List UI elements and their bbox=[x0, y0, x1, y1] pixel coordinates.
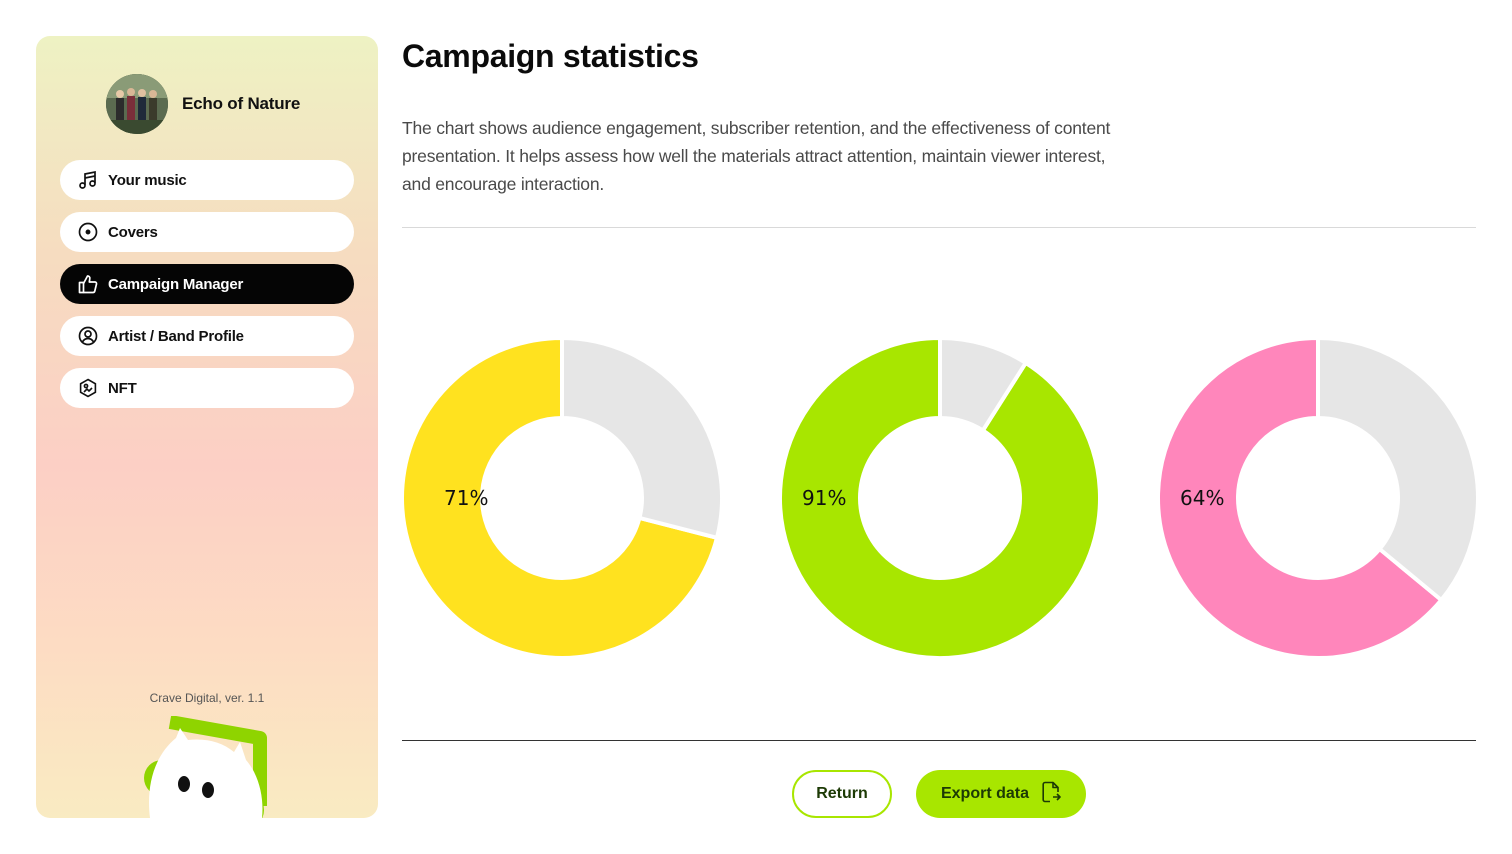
donut-svg: 91% bbox=[780, 338, 1100, 658]
sidebar-item-your-music[interactable]: Your music bbox=[60, 160, 354, 200]
sidebar-item-nft[interactable]: NFT bbox=[60, 368, 354, 408]
donut-slice-value bbox=[780, 338, 1100, 658]
nft-icon bbox=[78, 378, 98, 398]
donut-svg: 64% bbox=[1158, 338, 1478, 658]
donut-slice-remainder bbox=[560, 338, 722, 541]
donut-chart-3: 64% bbox=[1158, 338, 1478, 658]
sidebar-item-label: NFT bbox=[108, 379, 137, 397]
sidebar-item-label: Campaign Manager bbox=[108, 275, 244, 293]
donut-slice-remainder bbox=[938, 338, 1029, 434]
divider bbox=[402, 227, 1476, 228]
donut-svg: 71% bbox=[402, 338, 722, 658]
sidebar-item-campaign-manager[interactable]: Campaign Manager bbox=[60, 264, 354, 304]
donut-percentage-label: 71% bbox=[444, 486, 488, 510]
export-button-label: Export data bbox=[940, 785, 1029, 802]
export-data-button[interactable]: Export data bbox=[916, 770, 1086, 818]
main-content: Campaign statistics The chart shows audi… bbox=[402, 0, 1478, 854]
page-description: The chart shows audience engagement, sub… bbox=[402, 118, 1111, 194]
donut-slice-value bbox=[1158, 338, 1445, 658]
profile[interactable]: Echo of Nature bbox=[106, 74, 300, 134]
donut-percentage-label: 64% bbox=[1180, 486, 1224, 510]
sidebar-item-artist-band-profile[interactable]: Artist / Band Profile bbox=[60, 316, 354, 356]
version-text: Crave Digital, ver. 1.1 bbox=[149, 691, 265, 705]
donut-chart-2: 91% bbox=[780, 338, 1100, 658]
music-note-icon bbox=[78, 170, 98, 190]
donut-slice-value bbox=[402, 338, 720, 658]
divider bbox=[402, 740, 1476, 741]
donut-slice-remainder bbox=[1316, 338, 1478, 603]
user-circle-icon bbox=[78, 326, 98, 346]
file-export-icon bbox=[1041, 781, 1061, 808]
mascot-illustration bbox=[136, 715, 276, 818]
profile-name: Echo of Nature bbox=[182, 94, 301, 113]
sidebar-item-label: Artist / Band Profile bbox=[108, 327, 244, 345]
return-button-label: Return bbox=[816, 785, 868, 802]
sidebar-item-label: Your music bbox=[108, 171, 187, 189]
donut-chart-1: 71% bbox=[402, 338, 722, 658]
sidebar: Echo of Nature Your music Covers bbox=[36, 36, 378, 818]
disc-icon bbox=[78, 222, 98, 242]
donut-percentage-label: 91% bbox=[802, 486, 846, 510]
thumbs-up-icon bbox=[78, 274, 98, 294]
return-button[interactable]: Return bbox=[792, 770, 892, 818]
sidebar-nav: Your music Covers Campaign Manager bbox=[60, 160, 354, 420]
page-title: Campaign statistics bbox=[402, 38, 699, 74]
sidebar-item-label: Covers bbox=[108, 223, 158, 241]
avatar bbox=[106, 74, 168, 134]
sidebar-item-covers[interactable]: Covers bbox=[60, 212, 354, 252]
